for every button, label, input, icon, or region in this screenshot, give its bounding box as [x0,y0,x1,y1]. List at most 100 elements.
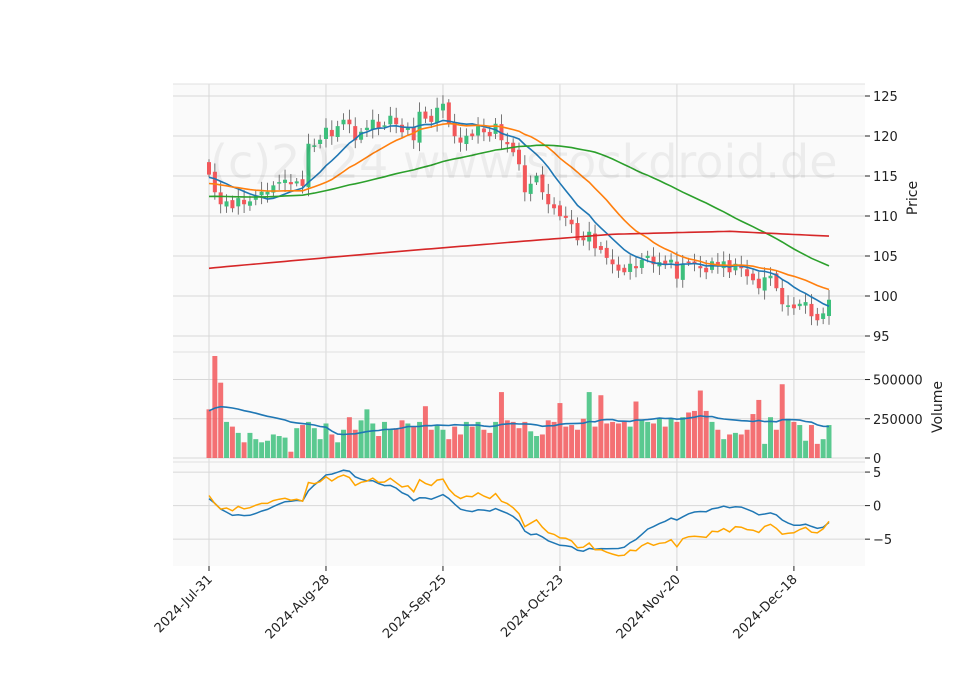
volume-bar [270,434,276,458]
volume-bar [715,429,721,458]
candle-body [271,185,276,193]
volume-tick-label: 250000 [873,413,923,428]
volume-bar [627,426,633,458]
volume-bar [434,425,440,458]
volume-bar [341,429,347,458]
volume-bar [545,420,551,458]
candle-body [651,256,656,265]
candle-body [405,127,410,130]
volume-bar [493,421,499,458]
candle-body [522,165,527,193]
volume-bar [744,429,750,458]
candle-body [347,119,352,125]
candle-body [487,131,492,137]
candle-body [341,119,346,125]
volume-bar [803,440,809,458]
volume-average-line [208,405,830,436]
candle-body [277,182,282,184]
candle-body [516,149,522,165]
candle-body [440,103,445,111]
candle-body [698,266,703,269]
candle-body [370,119,375,130]
candle-body [791,304,796,309]
volume-bar [651,423,657,458]
candle-body [803,302,808,306]
volume-bar [762,443,768,458]
volume-bar [487,432,493,458]
candle-body [464,135,469,145]
volume-bar [610,421,616,458]
volume-bar [539,434,545,458]
candle-body [645,255,650,258]
candle-body [388,115,393,125]
candle-body [206,162,212,175]
candle-body [616,264,621,271]
volume-bar [469,426,475,458]
candle-body [581,237,586,241]
volume-bar [311,428,317,458]
price-tick-label: 115 [873,170,898,185]
candle-body [563,215,568,218]
candle-body [230,200,235,209]
candle-body [557,205,562,217]
price-tick-label: 110 [873,210,898,225]
volume-bar [674,421,680,458]
volume-bar [481,429,487,458]
volume-bar [417,421,423,458]
volume-bar [668,418,674,458]
candle-body [663,260,668,265]
volume-bar [475,421,481,458]
candle-body [780,287,785,305]
volume-bar [557,403,563,458]
candle-body [622,267,627,273]
candle-body [674,261,679,279]
volume-bar [534,436,540,458]
volume-bar [235,432,241,458]
candle-body [335,126,340,137]
candle-body [294,181,299,184]
volume-bar [808,425,814,458]
volume-bar [738,434,744,458]
volume-bar [346,417,352,458]
volume-tick-label: 500000 [873,374,923,389]
volume-bar [814,443,820,458]
candle-body [528,183,533,194]
candle-body [610,259,615,265]
volume-bar [229,426,235,458]
candle-body [265,191,270,195]
candle-body [364,127,369,130]
volume-bar [253,439,259,458]
volume-bar [773,429,779,458]
volume-bar [592,426,598,458]
candle-body [329,129,334,137]
volume-bar [528,431,534,458]
oscillator-line-2 [208,474,830,557]
volume-bar [732,432,738,458]
candle-body [306,143,311,188]
candle-body [259,191,264,196]
volume-bar [440,429,446,458]
ma-line-200 [208,230,830,270]
volume-bar [785,418,791,458]
volume-bar [335,442,341,458]
candle-body [680,263,685,280]
ma-line-20 [208,122,830,291]
volume-bar [212,356,218,458]
volume-bar [656,418,662,458]
volume-bar [621,421,627,458]
candle-body [826,299,832,317]
volume-bar [826,425,832,458]
candle-body [247,201,252,206]
volume-bar [329,434,335,458]
volume-bar [405,423,411,458]
volume-bar [358,420,364,458]
oscillator-tick-label: −5 [873,533,892,548]
price-tick-label: 120 [873,130,898,145]
volume-bar [422,406,428,458]
candle-body [733,263,738,271]
volume-bar [791,421,797,458]
volume-bar [522,421,528,458]
candle-body [224,201,229,207]
candle-body [598,246,603,250]
